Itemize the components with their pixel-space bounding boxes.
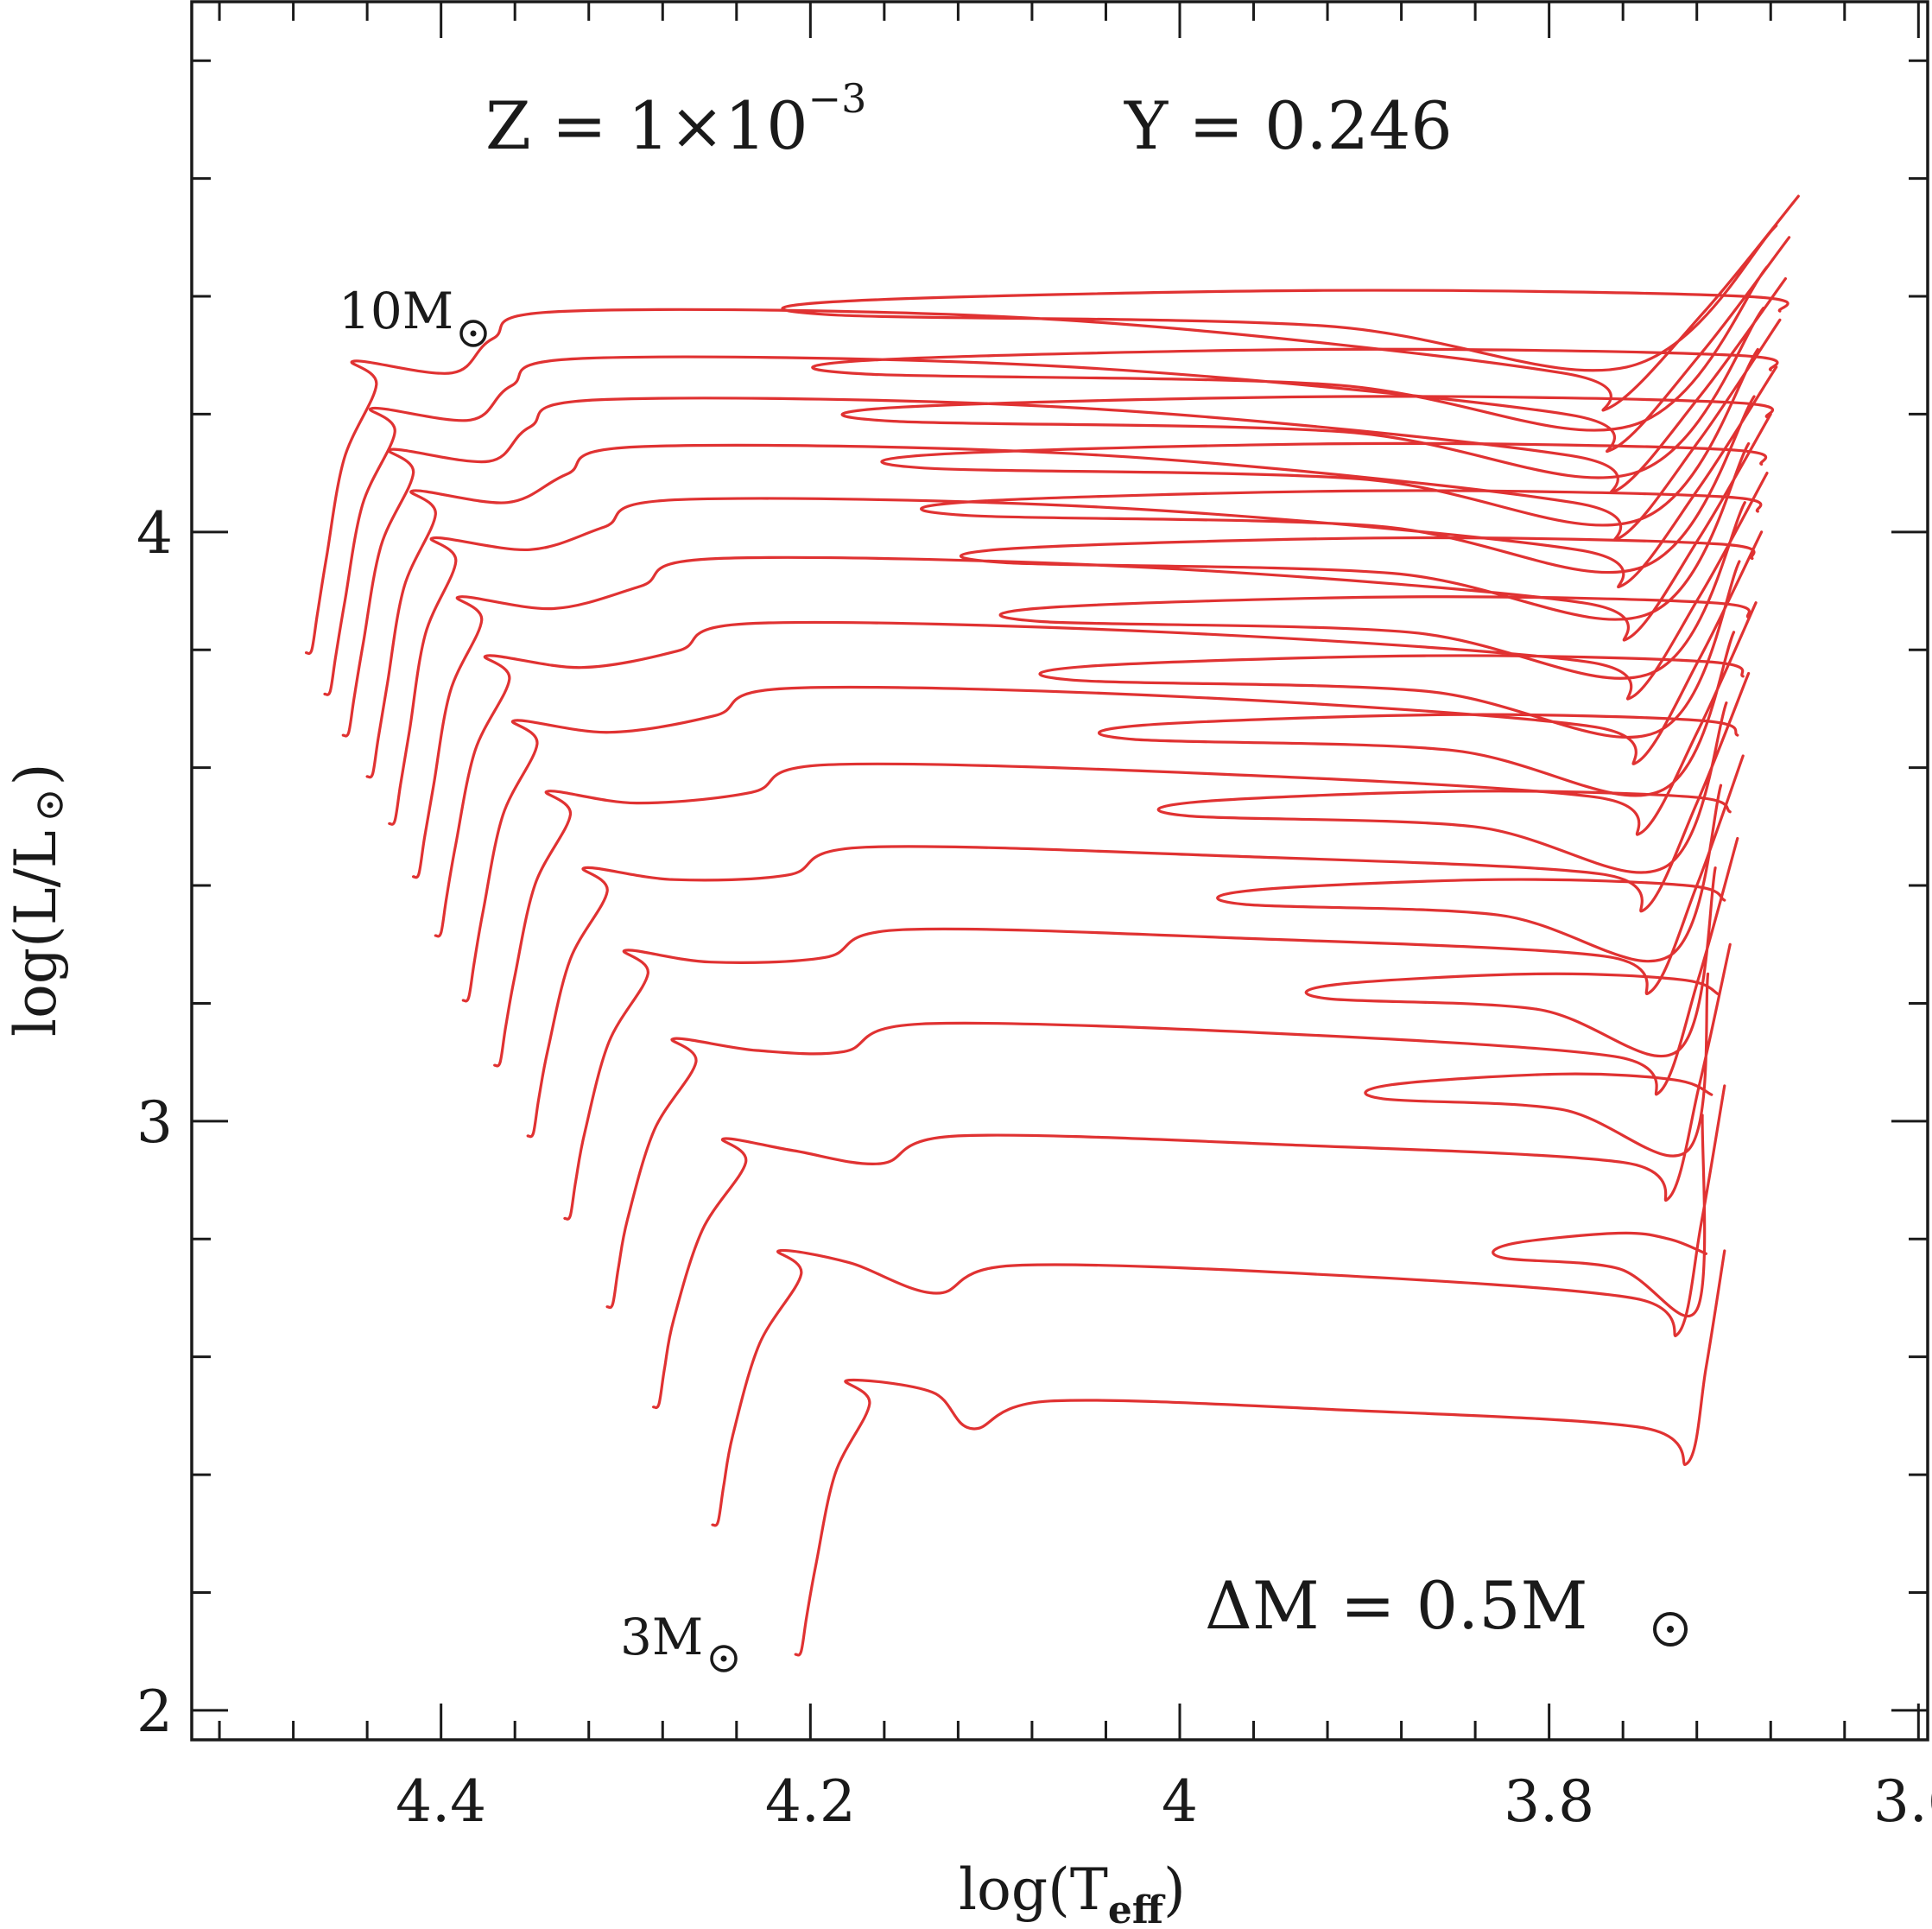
evolutionary-track xyxy=(388,365,1778,826)
evolutionary-track xyxy=(365,318,1782,779)
y-axis-title-close: ) xyxy=(3,764,69,786)
x-axis-title-subscript: eff xyxy=(1108,1888,1166,1929)
tick-labels-layer: 4.4 4.2 4 3.8 3.6 2 3 4 xyxy=(136,500,1932,1835)
x-tick-label: 4 xyxy=(1162,1768,1198,1835)
helium-label: Y = 0.246 xyxy=(1124,87,1453,164)
sun-symbol-icon xyxy=(37,792,63,818)
tracks-layer xyxy=(305,194,1800,1657)
y-axis-title: log(L/L) xyxy=(3,764,69,1037)
x-tick-label: 4.4 xyxy=(396,1768,486,1835)
evolutionary-track xyxy=(652,942,1732,1410)
x-tick-label: 3.6 xyxy=(1873,1768,1932,1835)
x-tick-label: 4.2 xyxy=(765,1768,856,1835)
x-axis-title: log(Teff) xyxy=(959,1856,1186,1929)
evolutionary-track xyxy=(493,601,1758,1068)
evolutionary-track xyxy=(563,754,1745,1221)
evolutionary-track xyxy=(711,1084,1726,1527)
evolutionary-track xyxy=(434,472,1769,938)
evolutionary-track xyxy=(412,412,1772,879)
sun-symbol-icon xyxy=(710,1645,738,1672)
evolutionary-track xyxy=(461,530,1764,1003)
mass-step-label: ΔM = 0.5M xyxy=(1205,1567,1587,1644)
sun-symbol-icon xyxy=(1653,1612,1688,1647)
evolutionary-track xyxy=(305,194,1800,656)
ticks-layer xyxy=(192,2,1928,1740)
x-axis-title-close: ) xyxy=(1163,1856,1186,1923)
plot-frame xyxy=(190,0,1929,1742)
evolutionary-track xyxy=(526,671,1751,1139)
evolutionary-track xyxy=(323,236,1791,696)
y-tick-label: 3 xyxy=(136,1089,173,1156)
evolutionary-track xyxy=(341,277,1787,738)
y-tick-label: 2 xyxy=(136,1678,173,1745)
top-mass-label: 10M xyxy=(339,282,453,340)
x-tick-label: 3.8 xyxy=(1504,1768,1594,1835)
evolutionary-track xyxy=(794,1249,1726,1657)
sun-symbol-icon xyxy=(459,320,487,347)
y-tick-label: 4 xyxy=(136,500,173,567)
metallicity-exponent: −3 xyxy=(808,75,867,122)
bottom-mass-label: 3M xyxy=(620,1608,703,1666)
metallicity-label: Z = 1×10−3 xyxy=(485,75,866,164)
evolutionary-track xyxy=(605,836,1739,1310)
y-axis-title-group: log(L/L) xyxy=(3,764,69,1037)
